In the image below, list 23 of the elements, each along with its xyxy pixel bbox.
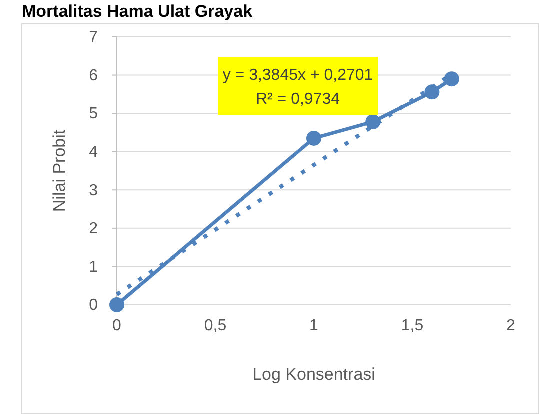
y-tick-label: 5 bbox=[89, 106, 98, 123]
point bbox=[444, 72, 460, 87]
x-tick-label: 0,5 bbox=[204, 317, 227, 334]
y-tick-label: 4 bbox=[89, 144, 98, 161]
y-tick-label: 6 bbox=[89, 67, 98, 84]
annotation: R² = 0,9734 bbox=[256, 91, 340, 108]
point bbox=[424, 84, 440, 100]
x-tick-label: 2 bbox=[506, 317, 516, 334]
x-tick-label: 0 bbox=[112, 317, 122, 334]
chart-title: Mortalitas Hama Ulat Grayak bbox=[22, 2, 254, 21]
x-axis-title: Log Konsentrasi bbox=[252, 365, 376, 384]
point bbox=[306, 130, 322, 146]
point bbox=[110, 298, 124, 312]
y-tick-label: 1 bbox=[89, 258, 98, 276]
y-tick-label: 2 bbox=[89, 220, 98, 238]
point bbox=[366, 114, 381, 130]
y-tick-label: 0 bbox=[89, 297, 98, 314]
y-tick-label: 3 bbox=[89, 182, 98, 200]
x-tick-label: 1 bbox=[310, 317, 319, 334]
y-tick-label: 7 bbox=[89, 29, 98, 46]
x-tick-label: 1,5 bbox=[401, 317, 424, 334]
annotation: y = 3,3845x + 0,2701 bbox=[222, 67, 374, 84]
y-axis-title: Nilai Probit bbox=[50, 130, 69, 212]
